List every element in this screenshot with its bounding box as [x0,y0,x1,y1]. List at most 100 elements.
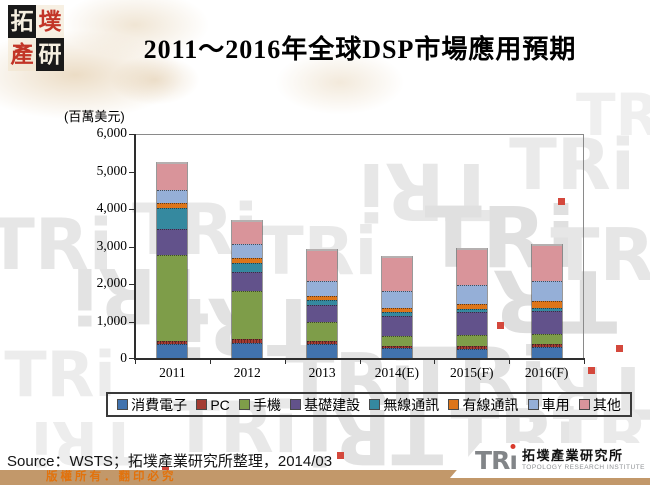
bar-segment-無線通訊 [307,300,338,306]
logo-char: 產 [8,38,36,71]
y-tick-mark [129,358,135,359]
page-title: 2011～2016年全球DSP市場應用預期 [143,35,577,64]
bar-slot [135,134,210,359]
legend-label: 其他 [592,396,621,413]
y-tick-label: 1,000 [96,312,127,328]
tri-name-en: TOPOLOGY RESEARCH INSTITUTE [521,464,645,472]
bar-segment-手機 [157,254,188,342]
y-axis-unit-label: (百萬美元) [64,109,125,124]
x-category-label: 2011 [159,365,186,380]
legend-swatch [578,399,590,410]
bar-segment-車用 [157,189,188,204]
bar-segment-消費電子 [531,347,562,359]
bar-segment-手機 [381,336,412,346]
y-tick-mark [129,171,135,173]
bar-segment-基礎建設 [307,305,338,323]
legend-item: 消費電子 [117,395,187,415]
bar-segment-其他 [307,248,338,281]
bar-segment-車用 [456,285,487,305]
bar-segment-手機 [531,333,562,345]
bar-segment-消費電子 [157,344,188,359]
bar-segment-PC [232,339,263,344]
legend-item: 其他 [578,395,621,415]
chart-legend: 消費電子 PC 手機 基礎建設 無線通訊 有線通訊 車用 其他 [106,392,632,417]
y-tick-label: 3,000 [96,237,127,253]
x-category-label: 2016(F) [524,365,569,380]
legend-item: PC [196,396,230,413]
y-tick-label: 5,000 [96,162,127,178]
bar-segment-消費電子 [381,348,412,359]
bar-segment-基礎建設 [157,228,188,255]
legend-swatch [196,399,208,410]
bar-segment-無線通訊 [157,208,188,229]
stacked-bar-2012 [231,220,264,359]
stacked-bar-2014(E) [380,256,413,359]
bar-segment-無線通訊 [456,308,487,313]
source-note: Source：WSTS；拓墣產業研究所整理，2014/03 [7,453,333,470]
legend-swatch [290,399,302,410]
bar-segment-PC [456,346,487,349]
bar-segment-基礎建設 [232,272,263,291]
x-axis-line [134,358,585,360]
bar-slot [509,134,584,359]
bar-segment-其他 [531,243,562,282]
bar-segment-其他 [232,220,263,245]
bar-segment-有線通訊 [307,295,338,301]
x-tick-mark [209,360,211,364]
tri-logo: TRı 拓墣產業研究所 TOPOLOGY RESEARCH INSTITUTE [450,443,650,478]
bar-segment-其他 [381,256,412,292]
bar-segment-PC [381,345,412,349]
bar-slot [210,134,285,359]
legend-label: PC [210,396,230,413]
bar-segment-有線通訊 [381,307,412,313]
y-tick-label: 6,000 [96,125,127,140]
bar-segment-車用 [307,280,338,296]
bar-segment-PC [307,341,338,345]
bar-segment-手機 [456,335,487,347]
stacked-bar-2011 [156,161,189,359]
bar-segment-其他 [157,161,188,190]
bar-slot [434,134,509,359]
bar-series-container [135,134,584,359]
bar-segment-消費電子 [456,348,487,359]
bar-segment-其他 [456,247,487,286]
y-tick-mark [129,209,135,210]
watermark-red-dot [337,452,344,459]
y-tick-mark [129,321,135,323]
x-tick-mark [434,360,436,364]
legend-item: 有線通訊 [448,395,518,415]
x-category-label: 2013 [308,365,336,380]
y-tick-mark [129,134,135,135]
bar-segment-基礎建設 [456,312,487,336]
y-axis-line [134,134,136,360]
bar-segment-車用 [531,281,562,302]
legend-item: 無線通訊 [369,395,439,415]
bar-segment-手機 [232,290,263,340]
bar-segment-有線通訊 [232,257,263,263]
bar-segment-有線通訊 [531,301,562,309]
x-tick-mark [135,360,136,364]
legend-item: 車用 [527,395,570,415]
tri-names: 拓墣產業研究所 TOPOLOGY RESEARCH INSTITUTE [521,448,645,472]
watermark-red-dot [616,345,623,352]
legend-label: 車用 [541,396,570,413]
tri-i-reddot: ı [509,446,518,475]
y-tick-mark [129,246,135,248]
x-tick-mark [359,360,361,364]
bar-segment-無線通訊 [531,308,562,312]
x-category-label: 2015(F) [450,365,494,380]
bar-segment-車用 [381,291,412,308]
legend-label: 有線通訊 [462,396,519,413]
bar-segment-基礎建設 [381,315,412,337]
legend-swatch [527,399,539,410]
bar-slot [285,134,360,359]
bar-segment-手機 [307,322,338,342]
x-category-label: 2014(E) [374,365,420,380]
y-tick-mark [129,284,135,285]
tri-name-cjk: 拓墣產業研究所 [521,448,624,464]
bar-segment-基礎建設 [531,311,562,334]
x-category-label: 2012 [233,365,261,380]
watermark-red-dot [588,367,595,374]
bar-segment-有線通訊 [157,203,188,209]
